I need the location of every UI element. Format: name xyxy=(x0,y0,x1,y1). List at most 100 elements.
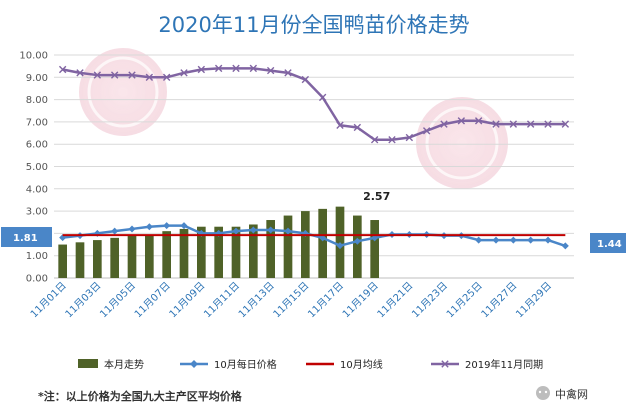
series-point xyxy=(474,117,483,125)
end-value-callout xyxy=(590,233,626,253)
series-point xyxy=(527,236,535,244)
series-point xyxy=(58,65,67,74)
legend-label: 2019年11月同期 xyxy=(465,358,543,371)
legend-marker xyxy=(190,360,198,368)
x-tick-label: 11月13日 xyxy=(236,280,277,321)
series-point xyxy=(353,237,361,245)
bar xyxy=(231,226,241,278)
series-point xyxy=(370,136,379,144)
y-axis: 0.001.002.003.004.005.006.007.008.009.00… xyxy=(19,51,48,285)
series-point xyxy=(388,136,396,144)
bar xyxy=(93,240,102,278)
x-tick-label: 11月11日 xyxy=(201,280,242,321)
series-point xyxy=(110,71,119,79)
bar xyxy=(127,235,137,278)
bar xyxy=(353,215,362,278)
series-point xyxy=(93,71,102,79)
y-tick-label: 7.00 xyxy=(26,117,48,128)
series-point xyxy=(457,117,466,125)
series-point xyxy=(492,120,500,128)
series-point xyxy=(526,120,535,128)
series-point xyxy=(492,236,500,244)
series-point xyxy=(214,64,223,73)
watermark-stamp-right xyxy=(416,97,508,189)
x-tick-label: 11月05日 xyxy=(97,280,138,321)
x-tick-label: 11月27日 xyxy=(479,280,520,321)
bar xyxy=(266,220,275,278)
bar xyxy=(58,244,67,278)
start-value-callout xyxy=(1,227,52,247)
x-tick-label: 11月17日 xyxy=(305,280,346,321)
y-tick-label: 9.00 xyxy=(26,73,48,84)
legend-label: 10月每日价格 xyxy=(214,358,277,371)
x-tick-label: 11月03日 xyxy=(63,280,104,321)
footnote: *注：以上价格为全国九大主产区平均价格 xyxy=(38,389,243,403)
start-value-label: 1.81 xyxy=(13,233,38,244)
series-point xyxy=(232,64,240,73)
y-tick-label: 10.00 xyxy=(19,51,48,62)
y-tick-label: 0.00 xyxy=(26,274,48,285)
y-tick-label: 5.00 xyxy=(26,162,48,173)
legend: 本月走势 10月每日价格 10月均线 2019年11月同期 xyxy=(78,358,543,371)
bar xyxy=(283,215,293,278)
series-point xyxy=(249,226,257,234)
series-point xyxy=(336,121,344,129)
series-point xyxy=(180,222,188,230)
x-tick-label: 11月19日 xyxy=(340,280,381,321)
series-point xyxy=(284,227,292,235)
bar xyxy=(318,208,327,278)
series-point xyxy=(475,236,483,244)
series-point xyxy=(197,65,206,74)
x-tick-label: 11月01日 xyxy=(28,280,69,321)
bar xyxy=(110,237,119,278)
series-point xyxy=(509,120,518,128)
bar xyxy=(162,231,171,278)
bar xyxy=(75,242,85,278)
peak-value-label: 2.57 xyxy=(363,190,390,203)
series-line xyxy=(62,67,566,141)
watermark-brand: 中禽网 xyxy=(536,386,588,401)
series-point xyxy=(232,227,240,235)
x-tick-label: 11月21日 xyxy=(375,280,416,321)
series-point xyxy=(267,226,275,234)
bar xyxy=(370,220,379,278)
series-point xyxy=(284,69,292,77)
series-point xyxy=(145,73,154,81)
y-tick-label: 1.00 xyxy=(26,251,48,262)
series-point xyxy=(353,123,362,132)
series-point xyxy=(544,120,552,128)
x-axis: 11月01日11月03日11月05日11月07日11月09日11月11日11月1… xyxy=(28,280,554,321)
legend-label: 本月走势 xyxy=(104,358,144,371)
watermark-stamp-left xyxy=(79,48,167,136)
series-point xyxy=(145,223,153,231)
watermark-brand-text: 中禽网 xyxy=(555,387,588,401)
series-point xyxy=(405,133,414,142)
bar xyxy=(214,226,223,278)
end-value-label: 1.44 xyxy=(597,239,622,250)
series-point xyxy=(249,64,258,73)
y-tick-label: 3.00 xyxy=(26,207,48,218)
y-tick-label: 4.00 xyxy=(26,184,48,195)
bar xyxy=(301,211,310,278)
series-point xyxy=(111,227,119,235)
series-point xyxy=(336,242,344,250)
series-point xyxy=(76,69,84,77)
series-point xyxy=(266,66,275,75)
legend-swatch xyxy=(78,359,98,368)
bar xyxy=(249,224,258,278)
x-tick-label: 11月23日 xyxy=(409,280,450,321)
series-point xyxy=(180,69,188,77)
series-point xyxy=(162,73,171,81)
series-point xyxy=(509,236,517,244)
x-tick-label: 11月09日 xyxy=(167,280,208,321)
series-point xyxy=(544,236,552,244)
series-point xyxy=(422,127,431,135)
series-point xyxy=(128,71,136,79)
x-tick-label: 11月15日 xyxy=(271,280,312,321)
bar xyxy=(197,226,206,278)
series-point xyxy=(128,225,136,233)
bar xyxy=(145,235,154,278)
x-tick-label: 11月25日 xyxy=(444,280,485,321)
gridlines xyxy=(54,54,574,279)
series-point xyxy=(163,222,171,230)
